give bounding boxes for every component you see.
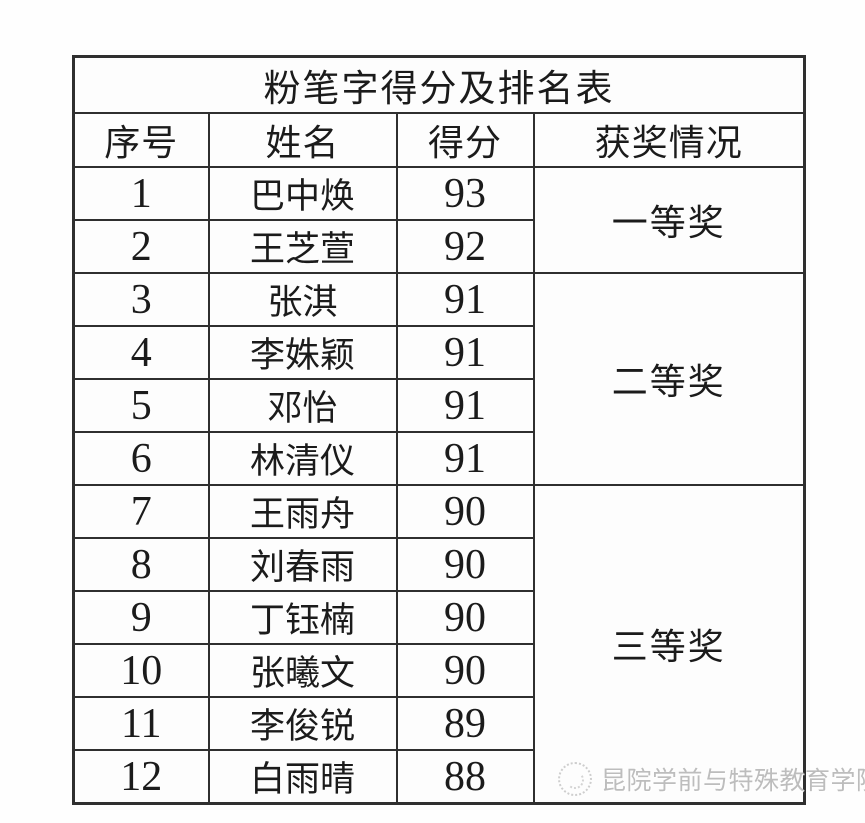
name-cell: 张淇 [207, 272, 398, 327]
table-title: 粉笔字得分及排名表 [72, 55, 806, 114]
name-cell: 刘春雨 [207, 537, 398, 592]
table-row: 7 王雨舟 90 三等奖 [72, 484, 806, 805]
score-cell: 91 [395, 378, 535, 433]
table-row: 3 张淇 91 二等奖 [72, 272, 806, 486]
award-cell-second-prize: 二等奖 [532, 272, 806, 486]
table-row: 11 李俊锐 89 [72, 696, 805, 751]
serial-cell: 4 [72, 325, 210, 380]
serial-cell: 2 [72, 219, 210, 274]
name-cell: 林清仪 [207, 431, 398, 486]
score-cell: 90 [395, 537, 535, 592]
column-header-no: 序号 [72, 112, 210, 168]
serial-cell: 11 [72, 696, 210, 751]
table-header-row: 序号 姓名 得分 获奖情况 [72, 112, 806, 168]
award-cell-first-prize: 一等奖 [532, 166, 806, 274]
score-cell: 93 [395, 166, 535, 221]
score-ranking-table: 粉笔字得分及排名表 序号 姓名 得分 获奖情况 1 巴中焕 93 一等奖 2 王… [72, 55, 806, 805]
table-row: 2 王芝萱 92 [72, 219, 805, 274]
column-header-award: 获奖情况 [532, 112, 806, 168]
table-row: 5 邓怡 91 [72, 378, 805, 433]
score-cell: 91 [395, 272, 535, 327]
score-cell: 90 [395, 590, 535, 645]
watermark: 昆院学前与特殊教育学院 [558, 757, 865, 801]
name-cell: 李姝颖 [207, 325, 398, 380]
serial-cell: 9 [72, 590, 210, 645]
table-row: 12 白雨晴 88 [72, 749, 805, 805]
serial-cell: 12 [72, 749, 210, 805]
table-title-row: 粉笔字得分及排名表 [72, 55, 806, 114]
score-cell: 89 [395, 696, 535, 751]
table-row: 6 林清仪 91 [72, 431, 805, 486]
table-row: 4 李姝颖 91 [72, 325, 805, 380]
serial-cell: 7 [72, 484, 210, 539]
score-cell: 90 [395, 643, 535, 698]
name-cell: 王雨舟 [207, 484, 398, 539]
score-cell: 88 [395, 749, 535, 805]
name-cell: 巴中焕 [207, 166, 398, 221]
score-cell: 90 [395, 484, 535, 539]
serial-cell: 3 [72, 272, 210, 327]
column-header-name: 姓名 [207, 112, 398, 168]
name-cell: 邓怡 [207, 378, 398, 433]
score-cell: 92 [395, 219, 535, 274]
table-row: 1 巴中焕 93 一等奖 [72, 166, 806, 274]
column-header-score: 得分 [395, 112, 535, 168]
table-row: 8 刘春雨 90 [72, 537, 805, 592]
serial-cell: 1 [72, 166, 210, 221]
table-row: 10 张曦文 90 [72, 643, 805, 698]
name-cell: 张曦文 [207, 643, 398, 698]
institution-logo-icon [558, 762, 592, 796]
name-cell: 李俊锐 [207, 696, 398, 751]
score-cell: 91 [395, 325, 535, 380]
table-row: 9 丁钰楠 90 [72, 590, 805, 645]
name-cell: 丁钰楠 [207, 590, 398, 645]
name-cell: 王芝萱 [207, 219, 398, 274]
award-cell-third-prize: 三等奖 [532, 484, 806, 805]
watermark-text: 昆院学前与特殊教育学院 [601, 768, 865, 795]
score-cell: 91 [395, 431, 535, 486]
serial-cell: 10 [72, 643, 210, 698]
serial-cell: 5 [72, 378, 210, 433]
name-cell: 白雨晴 [207, 749, 398, 805]
serial-cell: 6 [72, 431, 210, 486]
serial-cell: 8 [72, 537, 210, 592]
